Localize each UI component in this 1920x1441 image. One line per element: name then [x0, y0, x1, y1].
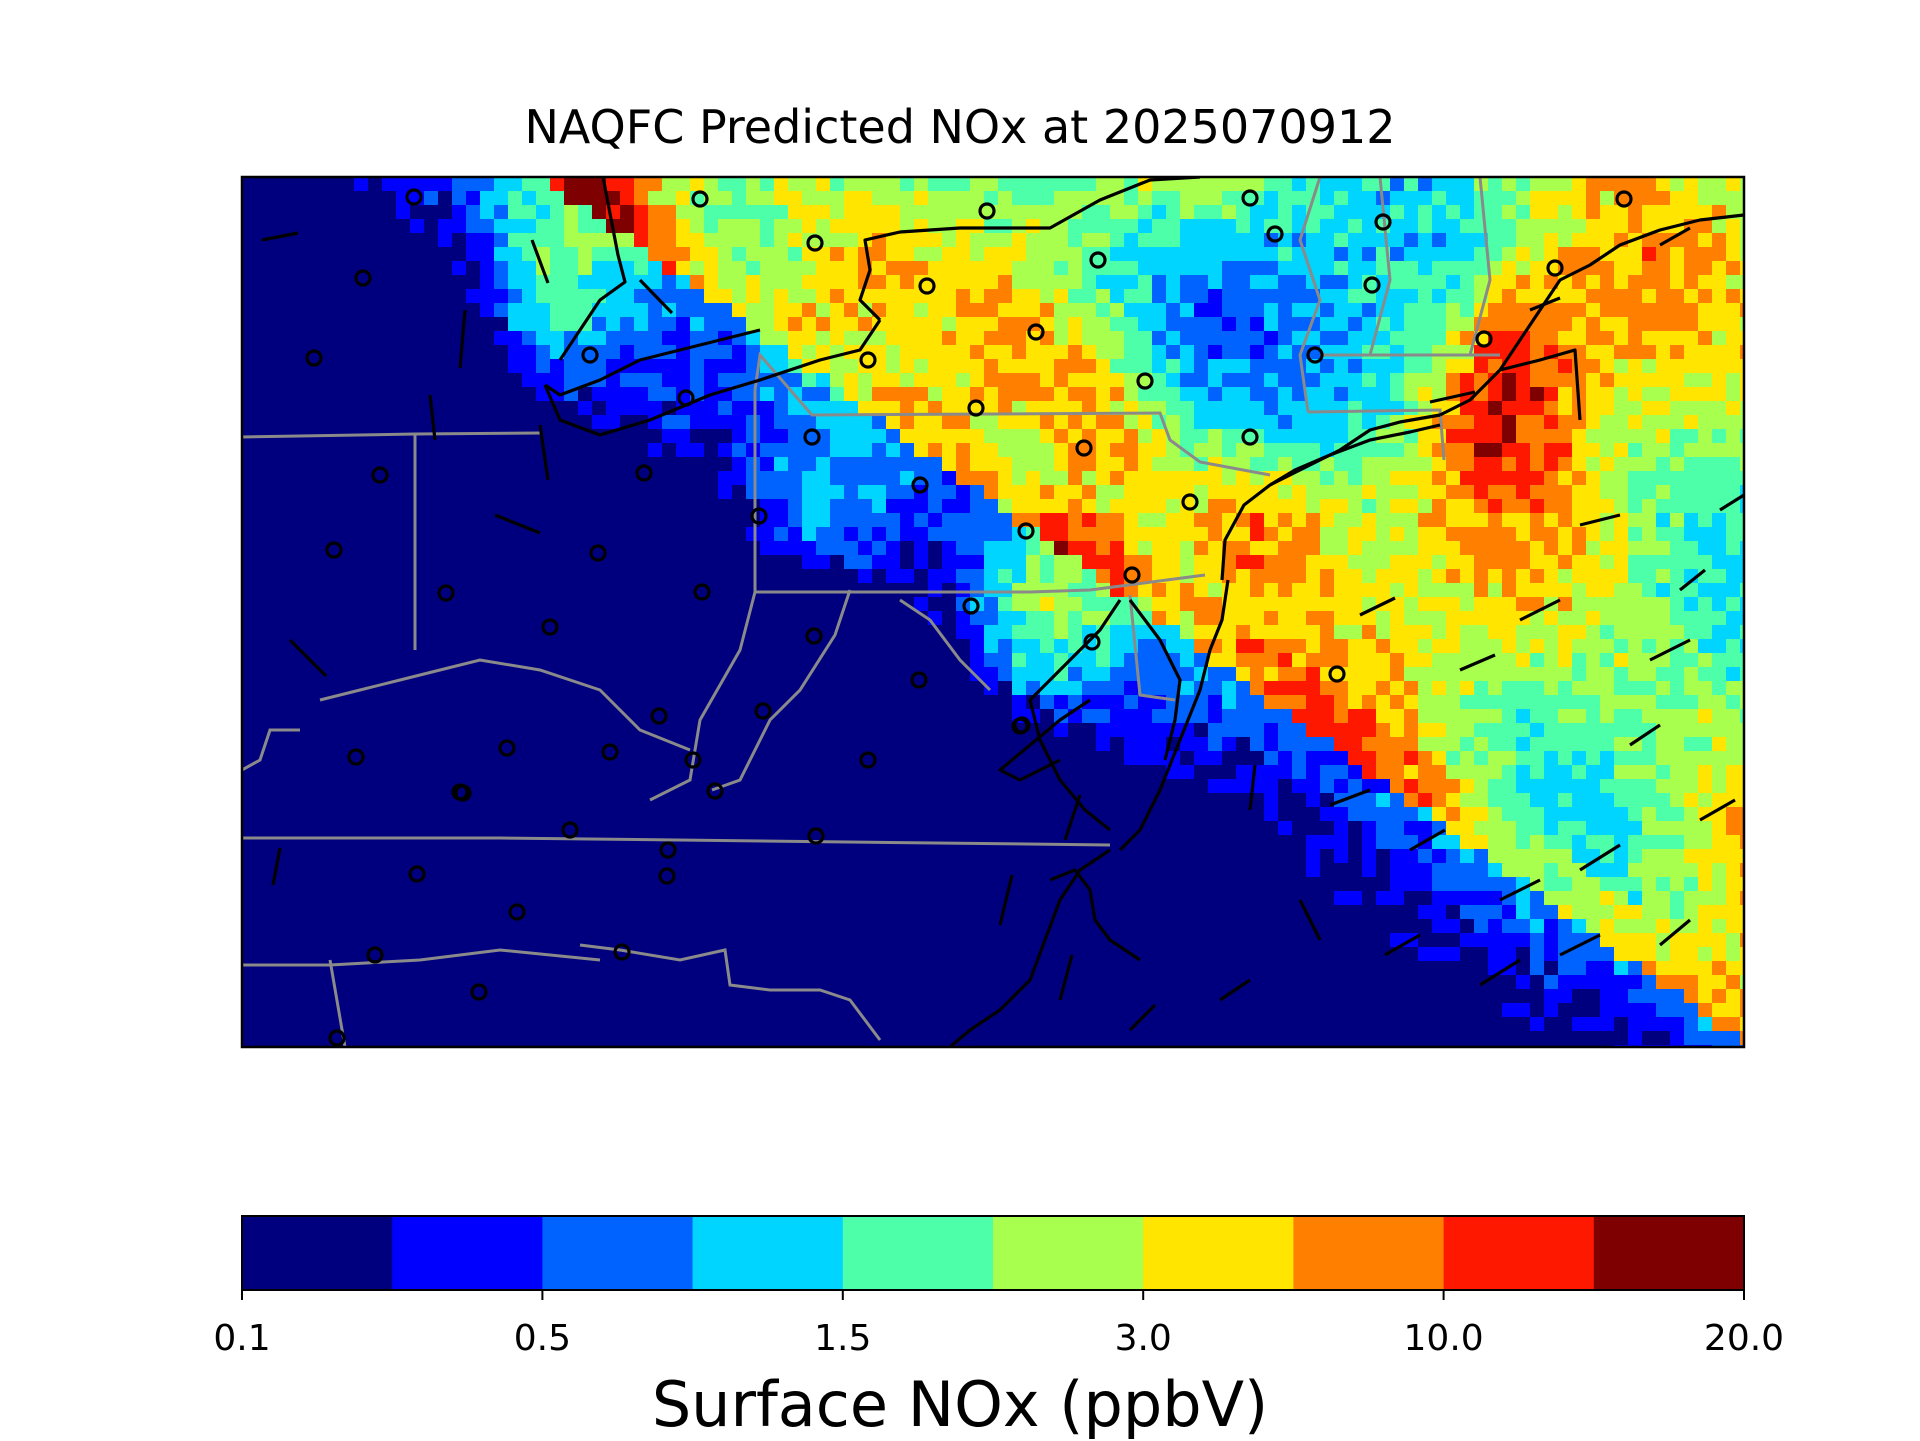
- colorbar-swatch: [242, 1216, 393, 1290]
- colorbar-swatch: [542, 1216, 693, 1290]
- colorbar-label: Surface NOx (ppbV): [0, 1368, 1920, 1441]
- colorbar-tick-label: 1.5: [814, 1318, 871, 1359]
- colorbar-swatch: [392, 1216, 543, 1290]
- colorbar-swatch: [843, 1216, 994, 1290]
- colorbar-tick-label: 20.0: [1704, 1318, 1784, 1359]
- colorbar-swatch: [1594, 1216, 1745, 1290]
- colorbar-swatch: [693, 1216, 844, 1290]
- colorbar-swatch: [1293, 1216, 1444, 1290]
- colorbar-tick-label: 0.5: [514, 1318, 571, 1359]
- colorbar-swatch: [1143, 1216, 1294, 1290]
- colorbar-swatch: [1444, 1216, 1595, 1290]
- colorbar-tick-label: 10.0: [1404, 1318, 1484, 1359]
- colorbar-tick-label: 3.0: [1115, 1318, 1172, 1359]
- colorbar-tick-label: 0.1: [213, 1318, 270, 1359]
- colorbar-swatch: [993, 1216, 1144, 1290]
